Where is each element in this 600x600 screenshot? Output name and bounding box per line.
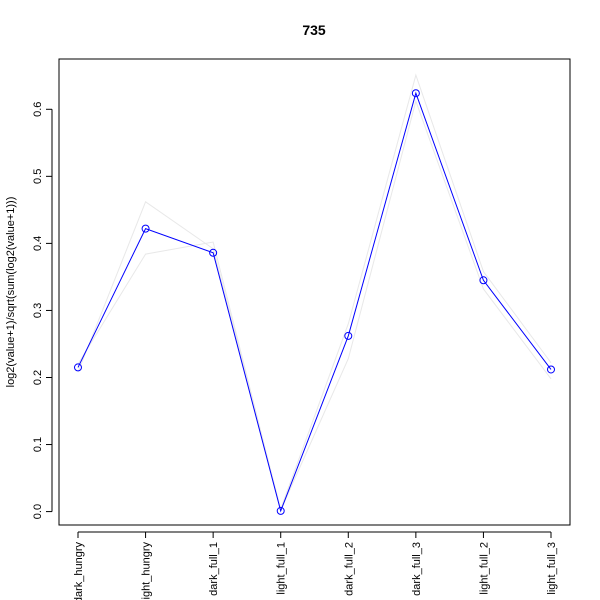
data-point [209, 248, 218, 257]
y-tick-label: 0.6 [32, 102, 44, 117]
data-point [547, 365, 555, 374]
series-layer [74, 73, 555, 515]
y-tick-label: 0.5 [32, 169, 44, 184]
series-line [77, 91, 552, 513]
x-tick-label: dark_full_1 [208, 542, 220, 596]
series-line [77, 73, 552, 511]
y-axis: 0.0 0.1 0.2 0.3 0.4 0.5 0.6 [32, 102, 53, 519]
chart-title: 735 [302, 22, 326, 38]
x-tick-label: light_hungry [141, 542, 153, 600]
x-tick-label: dark_hungry [73, 542, 85, 600]
x-tick-label: dark_full_3 [411, 542, 423, 596]
x-tick-label: light_full_2 [478, 542, 490, 595]
y-tick-label: 0.1 [32, 437, 44, 452]
plot-area-frame [58, 58, 571, 526]
y-axis-title: log2(value+1)/sqrt(sum(log2(value+1))) [5, 197, 17, 388]
y-tick-label: 0.2 [32, 370, 44, 385]
data-point [141, 224, 150, 233]
data-point [74, 363, 82, 372]
data-point [479, 276, 488, 285]
y-tick-label: 0.4 [32, 236, 44, 251]
y-tick-label: 0.0 [32, 504, 44, 519]
data-point [411, 89, 420, 98]
x-tick-label: light_full_3 [546, 542, 558, 595]
x-axis: dark_hungry light_hungry dark_full_1 light_… [73, 531, 558, 600]
data-point [344, 331, 353, 340]
x-tick-label: dark_full_2 [343, 542, 355, 596]
y-tick-label: 0.3 [32, 303, 44, 318]
x-tick-label: light_full_1 [276, 542, 288, 595]
data-point [276, 506, 285, 515]
series-line [77, 99, 552, 512]
